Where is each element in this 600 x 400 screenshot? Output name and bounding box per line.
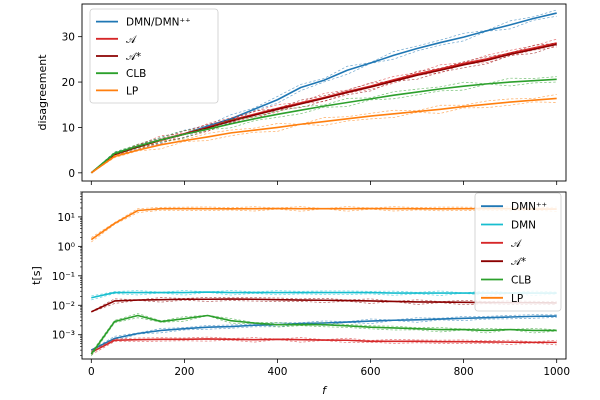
legend: DMN⁺⁺ DMN 𝒜 𝒜* CLB LP <box>474 192 562 312</box>
legend-label: CLB <box>126 68 146 80</box>
legend: DMN/DMN⁺⁺ 𝒜 𝒜* CLB LP <box>89 8 219 104</box>
series-spread-line <box>91 299 557 313</box>
legend-label: DMN <box>511 220 536 232</box>
legend-item-a: 𝒜 <box>481 238 523 250</box>
series-spread-line <box>91 101 557 174</box>
legend-frame <box>89 8 219 104</box>
y-tick-label: 10⁻² <box>52 300 75 312</box>
legend-item-a: 𝒜 <box>96 34 138 46</box>
legend-label: 𝒜 <box>126 34 138 46</box>
legend-item-dmn-dmnpp: DMN/DMN⁺⁺ <box>96 17 191 29</box>
plot-area <box>90 9 557 174</box>
series-clb <box>90 313 557 357</box>
series-spread-line <box>91 315 557 357</box>
x-tick-label: 200 <box>174 366 194 378</box>
bottom-panel-runtime: 0 200 400 600 800 1000 10⁻³ 10⁻² 10⁻¹ 10⁰ 10¹ t[s] f… <box>30 191 570 397</box>
legend-label: 𝒜* <box>511 256 526 268</box>
y-tick-label: 10¹ <box>57 212 75 224</box>
series-spread-line <box>91 291 557 301</box>
legend-item-lp: LP <box>96 85 138 97</box>
series-a <box>90 336 557 356</box>
legend-label: LP <box>511 293 523 305</box>
legend-label: 𝒜* <box>126 51 141 63</box>
series-spread-line <box>91 313 557 353</box>
series-spread-line <box>91 339 557 356</box>
y-tick-label: 20 <box>62 77 75 89</box>
y-tick-label: 30 <box>62 32 75 44</box>
series-lp <box>90 94 557 174</box>
legend-item-lp: LP <box>481 293 523 305</box>
legend-label: DMN/DMN⁺⁺ <box>126 17 191 29</box>
x-tick-label: 400 <box>267 366 287 378</box>
y-axis-label: t[s] <box>30 266 43 285</box>
x-axis-label: f <box>322 384 328 397</box>
legend-item-clb: CLB <box>481 275 531 287</box>
legend-label: CLB <box>511 275 531 287</box>
y-axis-label: disagreement <box>36 54 49 131</box>
y-tick-label: 10⁰ <box>57 241 75 253</box>
y-tick-label: 10⁻¹ <box>52 271 75 283</box>
y-tick-label: 0 <box>68 168 75 180</box>
legend-item-clb: CLB <box>96 68 146 80</box>
legend-frame <box>474 192 562 312</box>
legend-label: LP <box>126 85 138 97</box>
legend-item-dmn: DMN <box>481 220 536 232</box>
y-tick-label: 10⁻³ <box>52 330 75 342</box>
series-spread-line <box>91 15 557 174</box>
legend-label: DMN⁺⁺ <box>511 201 547 213</box>
x-tick-label: 0 <box>88 366 95 378</box>
legend-item-dmnpp: DMN⁺⁺ <box>481 201 547 213</box>
top-panel-disagreement: 0 10 20 30 disagreement DMN/DMN⁺⁺ 𝒜 𝒜* CLB LP <box>36 3 567 185</box>
series-spread-line <box>91 94 557 174</box>
legend-item-a-star: 𝒜* <box>481 256 526 268</box>
series-spread-line <box>91 38 557 174</box>
legend-item-a-star: 𝒜* <box>96 51 141 63</box>
x-tick-label: 800 <box>454 366 474 378</box>
series-spread-line <box>91 314 557 351</box>
x-tick-label: 1000 <box>543 366 570 378</box>
x-tick-label: 600 <box>361 366 381 378</box>
series-spread-line <box>91 81 557 174</box>
legend-label: 𝒜 <box>511 238 523 250</box>
series-spread-line <box>91 9 557 174</box>
y-tick-label: 10 <box>62 122 75 134</box>
series-clb <box>90 76 557 174</box>
series-spread-line <box>91 42 557 174</box>
